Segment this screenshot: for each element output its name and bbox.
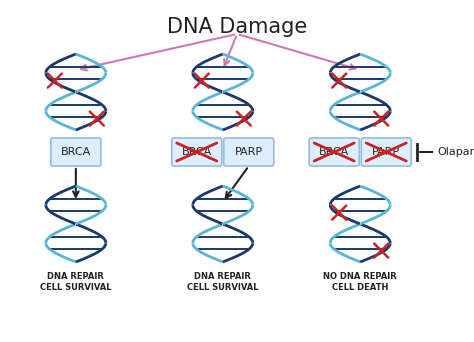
Text: PARP: PARP <box>372 147 401 157</box>
Text: BRCA: BRCA <box>61 147 91 157</box>
FancyBboxPatch shape <box>309 138 359 166</box>
Text: BRCA: BRCA <box>319 147 349 157</box>
FancyBboxPatch shape <box>172 138 222 166</box>
Text: BRCA: BRCA <box>182 147 212 157</box>
Text: DNA REPAIR
CELL SURVIVAL: DNA REPAIR CELL SURVIVAL <box>187 272 258 292</box>
FancyBboxPatch shape <box>224 138 274 166</box>
FancyBboxPatch shape <box>51 138 101 166</box>
Text: Olaparib: Olaparib <box>437 147 474 157</box>
Text: DNA Damage: DNA Damage <box>167 17 307 37</box>
Text: DNA REPAIR
CELL SURVIVAL: DNA REPAIR CELL SURVIVAL <box>40 272 111 292</box>
Text: PARP: PARP <box>235 147 263 157</box>
FancyBboxPatch shape <box>361 138 411 166</box>
Text: NO DNA REPAIR
CELL DEATH: NO DNA REPAIR CELL DEATH <box>323 272 397 292</box>
